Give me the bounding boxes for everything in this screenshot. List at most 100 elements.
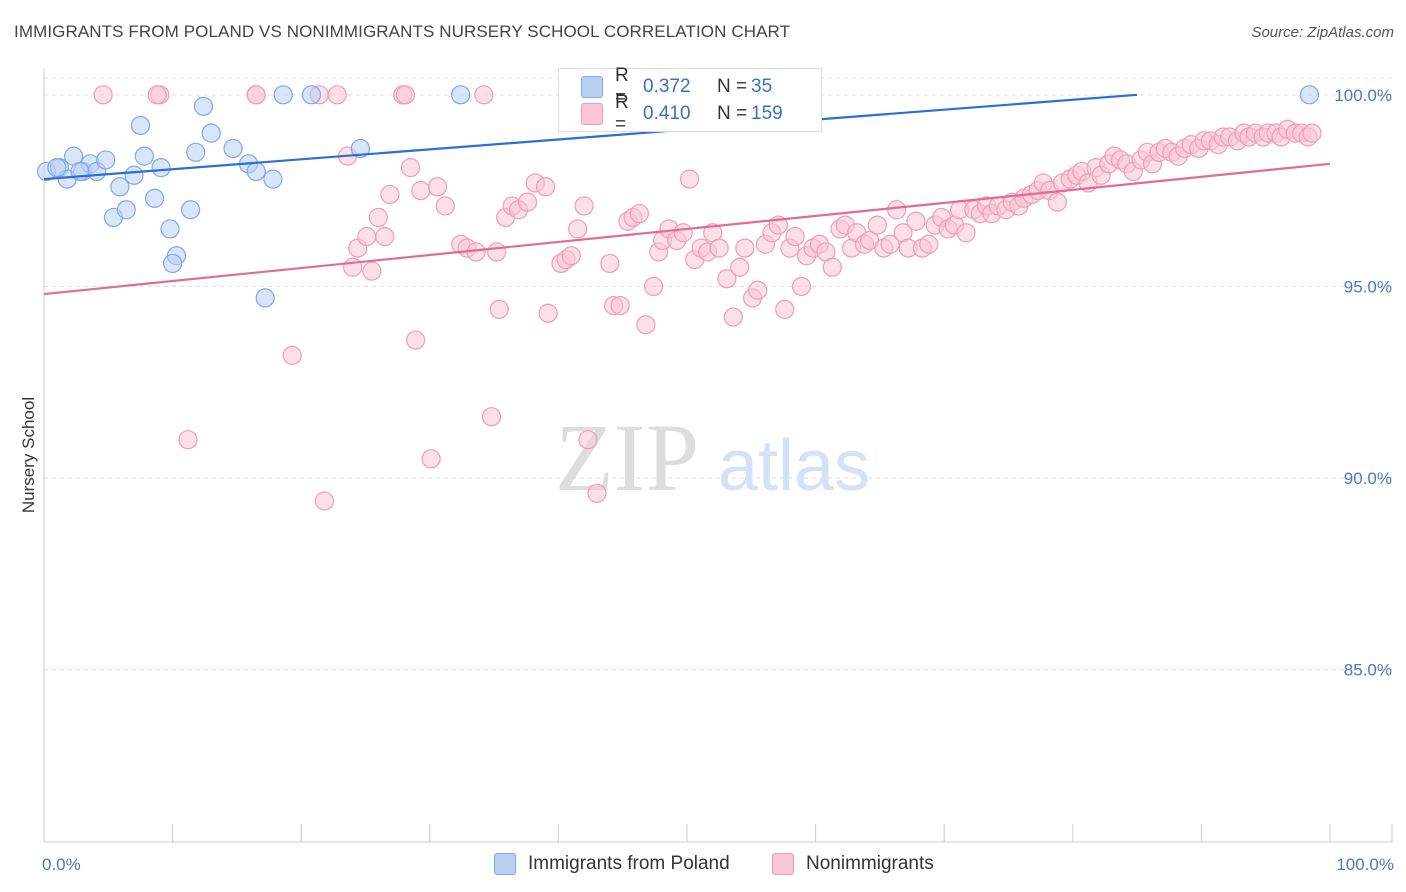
point-nonimmigrants	[956, 223, 976, 243]
point-nonimmigrants	[535, 177, 556, 197]
point-nonimmigrants	[375, 226, 395, 247]
point-nonimmigrants	[822, 257, 842, 277]
point-nonimmigrants	[730, 257, 750, 277]
point-nonimmigrants	[709, 238, 729, 258]
legend-r-value: 0.372	[643, 76, 691, 97]
legend-swatch-poland	[494, 853, 516, 875]
y-axis-label: Nursery School	[19, 397, 38, 513]
point-poland	[186, 142, 206, 162]
legend-label-nonimmigrants: Nonimmigrants	[806, 853, 934, 874]
point-nonimmigrants	[587, 483, 607, 503]
point-nonimmigrants	[561, 246, 581, 266]
point-nonimmigrants	[791, 276, 812, 297]
point-nonimmigrants	[400, 158, 421, 178]
y-tick-label: 90.0%	[1344, 469, 1392, 488]
point-nonimmigrants	[906, 211, 926, 231]
point-poland	[47, 158, 67, 178]
point-poland	[160, 219, 180, 239]
point-poland	[110, 177, 130, 197]
trend-lines	[43, 93, 1331, 296]
trend-line-nonimmigrants	[43, 162, 1331, 296]
source-label: Source: ZipAtlas.com	[1251, 24, 1394, 41]
point-poland	[96, 150, 116, 170]
y-tick-label: 95.0%	[1344, 277, 1392, 296]
point-nonimmigrants	[610, 295, 630, 316]
point-nonimmigrants	[368, 207, 388, 228]
y-tick-label: 100.0%	[1334, 86, 1392, 105]
x-tick-label: 100.0%	[1336, 855, 1394, 874]
point-nonimmigrants	[178, 430, 198, 450]
point-nonimmigrants	[411, 181, 431, 201]
point-nonimmigrants	[568, 219, 588, 239]
point-poland	[263, 169, 283, 189]
watermark: ZIP atlas	[555, 404, 870, 511]
point-poland	[273, 85, 293, 105]
legend-swatch-nonimmigrants	[581, 103, 603, 125]
point-nonimmigrants	[487, 242, 507, 262]
legend-r-label: R =	[615, 65, 629, 108]
point-poland	[124, 165, 144, 185]
legend-swatch-poland	[581, 76, 603, 98]
point-poland	[181, 200, 201, 220]
legend-n-value: 159	[751, 103, 783, 124]
point-poland	[134, 146, 154, 166]
point-poland	[223, 138, 243, 159]
point-poland	[255, 288, 275, 308]
point-nonimmigrants	[314, 491, 334, 511]
point-nonimmigrants	[147, 85, 167, 105]
point-nonimmigrants	[481, 407, 502, 427]
point-nonimmigrants	[578, 430, 598, 450]
point-poland	[451, 85, 471, 105]
point-nonimmigrants	[427, 177, 448, 197]
watermark-atlas: atlas	[718, 426, 870, 506]
point-nonimmigrants	[717, 269, 737, 289]
chart-title: IMMIGRANTS FROM POLAND VS NONIMMIGRANTS …	[14, 22, 791, 41]
data-points	[36, 85, 1322, 511]
point-nonimmigrants	[643, 276, 664, 297]
legend-r-label: R =	[615, 92, 629, 135]
point-nonimmigrants	[574, 196, 594, 216]
point-nonimmigrants	[93, 85, 113, 105]
point-poland	[246, 161, 266, 182]
point-poland	[1299, 85, 1320, 105]
legend-item-nonimmigrants[interactable]: Nonimmigrants	[772, 852, 934, 876]
point-poland	[144, 188, 165, 208]
point-nonimmigrants	[748, 280, 768, 300]
point-nonimmigrants	[474, 85, 494, 105]
point-nonimmigrants	[735, 238, 755, 258]
point-nonimmigrants	[395, 85, 415, 105]
point-poland	[201, 123, 221, 143]
point-nonimmigrants	[723, 307, 743, 327]
point-poland	[301, 85, 322, 105]
point-nonimmigrants	[517, 192, 538, 212]
point-nonimmigrants	[887, 200, 907, 220]
point-poland	[193, 96, 214, 116]
point-poland	[130, 115, 151, 136]
point-nonimmigrants	[246, 85, 266, 105]
point-nonimmigrants	[636, 315, 656, 335]
point-nonimmigrants	[357, 226, 377, 247]
legend-n-label: N =	[717, 76, 748, 97]
stats-legend: R = 0.372 N = 35 R = 0.410 N = 159	[558, 65, 822, 135]
point-nonimmigrants	[880, 234, 900, 254]
point-nonimmigrants	[775, 299, 795, 319]
legend-item-poland[interactable]: Immigrants from Poland	[494, 852, 730, 876]
legend-r-value: 0.410	[643, 103, 691, 124]
y-tick-label: 85.0%	[1344, 661, 1392, 680]
legend-row-poland: R = 0.372 N = 35	[581, 65, 772, 108]
point-nonimmigrants	[629, 204, 650, 224]
point-poland	[151, 158, 171, 178]
point-nonimmigrants	[600, 253, 620, 274]
point-nonimmigrants	[282, 345, 302, 365]
point-poland	[163, 253, 183, 274]
point-nonimmigrants	[343, 257, 363, 277]
point-nonimmigrants	[679, 169, 700, 189]
point-nonimmigrants	[1302, 123, 1322, 143]
tick-labels: 85.0% 90.0% 95.0% 100.0% 0.0% 100.0%	[42, 86, 1394, 874]
point-nonimmigrants	[380, 184, 400, 205]
point-nonimmigrants	[489, 299, 509, 319]
legend-label-poland: Immigrants from Poland	[528, 853, 730, 874]
point-nonimmigrants	[435, 196, 455, 216]
point-nonimmigrants	[919, 234, 939, 254]
